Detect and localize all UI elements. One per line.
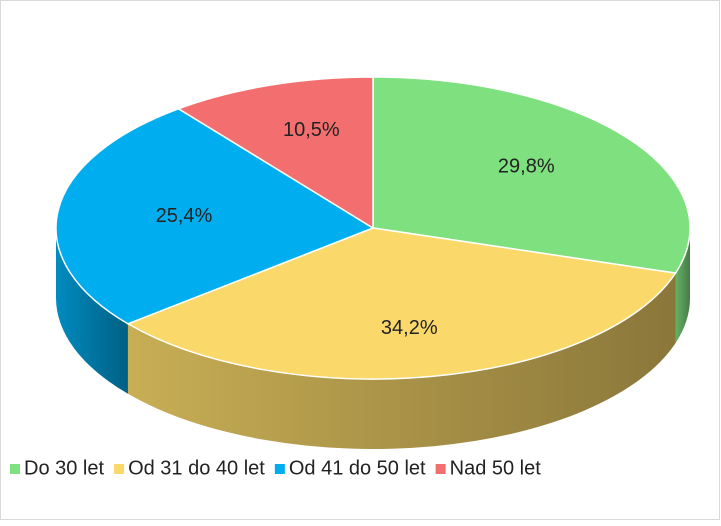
legend-swatch: [10, 464, 20, 474]
slice: [176, 76, 374, 230]
slice: [372, 76, 691, 274]
legend-label: Od 31 do 40 let: [128, 457, 265, 479]
slice-side: [675, 228, 690, 344]
data-label: 10,5%: [283, 119, 340, 141]
data-label: 25,4%: [156, 205, 213, 227]
data-label: 29,8%: [498, 155, 555, 177]
data-label: 34,2%: [381, 317, 438, 339]
slice-side: [55, 228, 128, 394]
legend-swatch: [114, 464, 125, 474]
legend-swatch: [274, 464, 285, 474]
legend-swatch: [435, 464, 446, 474]
legend-label: Od 41 do 50 let: [289, 457, 426, 479]
legend-label: Do 30 let: [24, 457, 104, 479]
slice: [126, 227, 677, 380]
legend-label: Nad 50 let: [450, 457, 542, 479]
slice: [55, 107, 375, 325]
slice-side: [127, 273, 676, 449]
